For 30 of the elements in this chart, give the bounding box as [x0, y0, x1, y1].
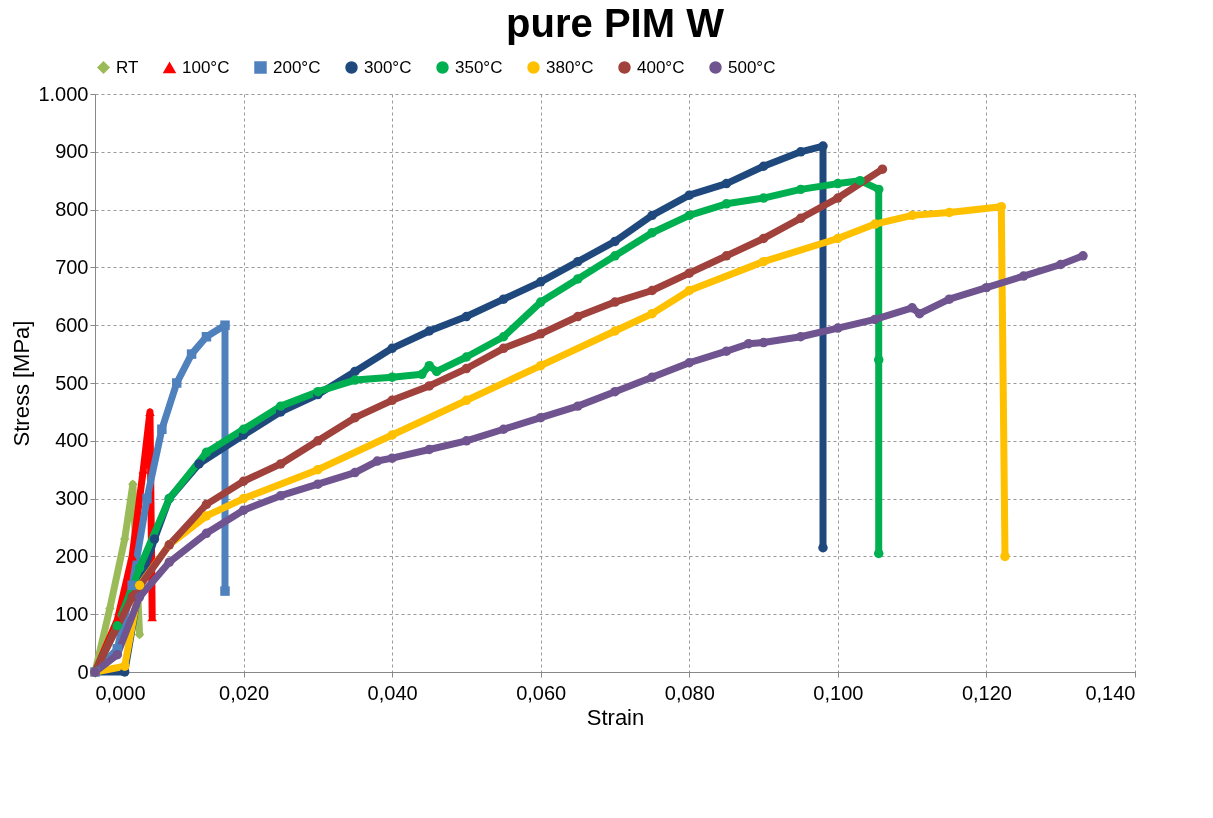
legend-label: RT — [116, 57, 139, 77]
y-tick-label: 800 — [55, 198, 89, 221]
legend-label: 100°C — [182, 57, 230, 77]
x-tick-label: 0,080 — [664, 681, 715, 704]
x-tick-label: 0,020 — [219, 681, 270, 704]
y-axis-title: Stress [MPa] — [9, 320, 35, 447]
x-tick-label: 0,100 — [813, 681, 864, 704]
x-tick-label: 0,000 — [95, 681, 146, 704]
x-tick-label: 0,040 — [367, 681, 418, 704]
y-tick-label: 500 — [55, 371, 89, 394]
y-tick-label: 600 — [55, 313, 89, 336]
chart-title: pure PIM W — [506, 1, 725, 45]
y-tick-label: 200 — [55, 544, 89, 567]
y-tick-label: 0 — [77, 660, 89, 683]
legend-label: 380°C — [546, 57, 594, 77]
y-tick-label: 100 — [55, 602, 89, 625]
y-tick-label: 1.000 — [38, 82, 89, 105]
x-tick-label: 0,120 — [961, 681, 1012, 704]
y-tick-label: 900 — [55, 140, 89, 163]
legend-label: 400°C — [637, 57, 685, 77]
x-axis-title: Strain — [586, 704, 645, 730]
y-tick-label: 700 — [55, 255, 89, 278]
legend-label: 200°C — [273, 57, 321, 77]
legend-label: 350°C — [455, 57, 503, 77]
legend-label: 300°C — [364, 57, 412, 77]
x-tick-label: 0,140 — [1085, 681, 1136, 704]
x-tick-label: 0,060 — [516, 681, 567, 704]
y-tick-label: 300 — [55, 487, 89, 510]
legend-label: 500°C — [728, 57, 776, 77]
y-tick-label: 400 — [55, 429, 89, 452]
